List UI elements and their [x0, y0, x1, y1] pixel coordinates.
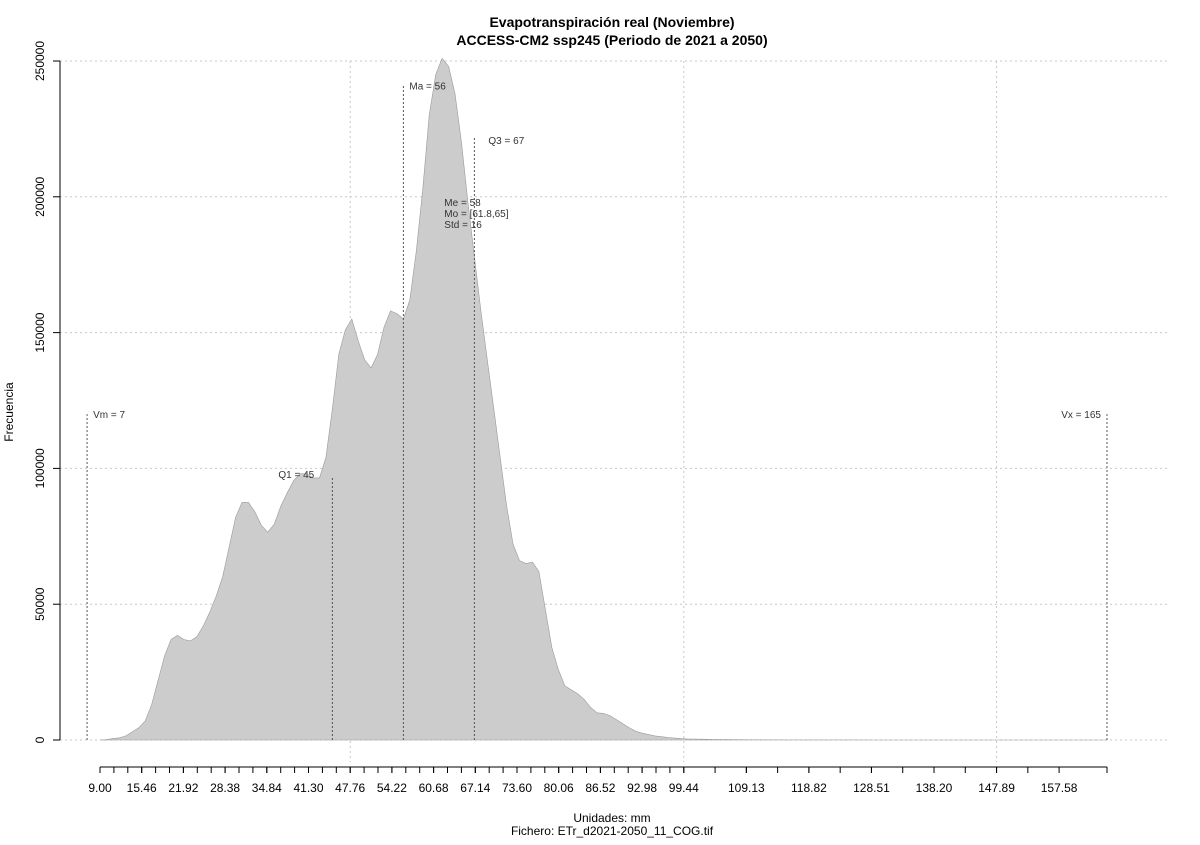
y-tick-label: 200000: [33, 176, 47, 216]
annotations: Vm = 7 Q1 = 45 Ma = 56 Q3 = 67 Vx = 165 Me = …: [93, 81, 1101, 480]
x-tick-label: 9.00: [88, 781, 112, 795]
x-tick-label: 138.20: [916, 781, 953, 795]
vx-label: Vx = 165: [1061, 410, 1101, 421]
x-tick-label: 54.22: [377, 781, 407, 795]
y-tick-label: 50000: [33, 587, 47, 621]
q3-label: Q3 = 67: [488, 136, 524, 147]
x-tick-label: 47.76: [335, 781, 365, 795]
q1-label: Q1 = 45: [278, 470, 314, 481]
y-tick-label: 100000: [33, 448, 47, 488]
chart-title: Evapotranspiración real (Noviembre): [489, 14, 734, 30]
x-axis-title: Unidades: mm: [573, 811, 650, 825]
axes: 0 50000 100000 150000 200000 250000 9.00 15.46 2…: [33, 41, 1108, 795]
vm-label: Vm = 7: [93, 410, 125, 421]
density-area: [99, 57, 1107, 741]
x-tick-label: 109.13: [728, 781, 765, 795]
x-tick-label: 86.52: [585, 781, 615, 795]
x-tick-label: 73.60: [502, 781, 532, 795]
x-tick-label: 118.82: [791, 781, 827, 795]
y-axis-title: Frecuencia: [2, 382, 16, 442]
x-tick-label: 67.14: [460, 781, 490, 795]
x-tick-label: 15.46: [127, 781, 157, 795]
x-tick-label: 147.89: [978, 781, 1015, 795]
x-tick-label: 28.38: [210, 781, 240, 795]
x-tick-label: 60.68: [419, 781, 449, 795]
y-tick-label: 250000: [33, 41, 47, 81]
stat-lines: [86, 85, 1108, 740]
file-caption: Fichero: ETr_d2021-2050_11_COG.tif: [511, 824, 714, 838]
x-tick-label: 157.58: [1041, 781, 1078, 795]
y-tick-label: 150000: [33, 312, 47, 352]
x-tick-label: 128.51: [853, 781, 890, 795]
x-tick-label: 41.30: [293, 781, 323, 795]
stats-label: Mo = [61.8,65]: [444, 209, 508, 220]
ma-label: Ma = 56: [409, 81, 446, 92]
y-tick-label: 0: [33, 736, 47, 743]
x-tick-label: 34.84: [252, 781, 282, 795]
x-tick-label: 92.98: [627, 781, 657, 795]
x-tick-label: 80.06: [544, 781, 574, 795]
stats-label: Me = 58: [444, 198, 481, 209]
chart-subtitle: ACCESS-CM2 ssp245 (Periodo de 2021 a 205…: [456, 32, 767, 48]
x-tick-label: 99.44: [669, 781, 699, 795]
stats-label: Std = 16: [444, 220, 482, 231]
x-tick-label: 21.92: [168, 781, 198, 795]
